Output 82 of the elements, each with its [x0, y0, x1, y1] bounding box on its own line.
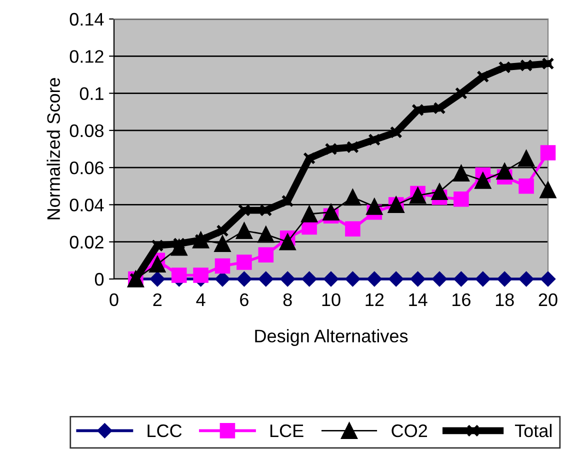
- x-tick-label: 6: [240, 293, 248, 306]
- point: [279, 234, 296, 250]
- point: [454, 87, 468, 100]
- x-tick-label: 8: [283, 293, 292, 306]
- point: [368, 133, 381, 146]
- y-tick-label: 0.04: [70, 198, 104, 212]
- point: [344, 188, 362, 206]
- point: [475, 271, 490, 287]
- point: [214, 258, 230, 274]
- point: [452, 164, 470, 182]
- point: [474, 172, 492, 189]
- point: [216, 224, 229, 237]
- point: [151, 239, 164, 252]
- point: [518, 178, 534, 194]
- y-tick-label: 0.08: [70, 124, 104, 138]
- point: [476, 70, 490, 83]
- legend-label: CO2: [392, 424, 428, 438]
- y-tick-label: 0: [94, 272, 104, 286]
- point: [410, 271, 426, 287]
- point: [454, 271, 469, 287]
- point: [542, 57, 554, 70]
- y-tick-label: 0.06: [70, 162, 104, 174]
- point: [366, 271, 382, 287]
- point: [149, 256, 166, 272]
- point: [497, 271, 512, 287]
- legend-label: LCC: [148, 424, 182, 438]
- point: [345, 221, 360, 236]
- point: [214, 235, 231, 252]
- point: [260, 204, 272, 217]
- point: [431, 183, 448, 200]
- legend-label: LCE: [270, 424, 304, 438]
- point: [496, 162, 513, 180]
- point: [540, 271, 556, 287]
- point: [323, 271, 339, 287]
- x-tick-label: 18: [496, 293, 514, 306]
- y-tick-label: 0.1: [80, 87, 104, 100]
- point: [150, 271, 165, 287]
- point: [171, 268, 187, 283]
- point: [520, 59, 533, 72]
- point: [432, 271, 448, 287]
- point: [366, 198, 383, 215]
- legend-label: Total: [514, 424, 552, 438]
- point: [518, 271, 534, 287]
- point: [540, 145, 556, 160]
- point: [236, 254, 252, 270]
- x-tick-label: 10: [322, 293, 340, 306]
- point: [236, 271, 252, 287]
- point: [236, 222, 253, 240]
- x-tick-label: 20: [538, 293, 558, 306]
- y-axis-title: Normalized Score: [46, 78, 60, 220]
- point: [388, 271, 404, 287]
- point: [498, 61, 511, 74]
- point: [258, 226, 274, 243]
- x-tick-label: 4: [196, 294, 206, 306]
- point: [280, 271, 296, 287]
- x-tick-label: 14: [409, 294, 428, 306]
- point: [324, 142, 338, 156]
- point: [518, 150, 535, 167]
- point: [303, 152, 316, 165]
- point: [258, 271, 274, 287]
- point: [454, 192, 469, 207]
- point: [390, 126, 402, 139]
- point: [238, 204, 250, 217]
- point: [193, 268, 208, 283]
- point: [300, 206, 318, 222]
- y-tick-label: 0.12: [70, 50, 104, 63]
- point: [345, 271, 360, 287]
- x-axis-title: Design Alternatives: [255, 329, 408, 346]
- x-tick-label: 2: [153, 293, 162, 306]
- point: [540, 182, 556, 198]
- point: [433, 102, 446, 114]
- point: [346, 140, 359, 154]
- point: [412, 104, 424, 116]
- x-tick-label: 16: [452, 293, 470, 306]
- point: [302, 271, 317, 287]
- x-tick-label: 12: [366, 293, 384, 306]
- y-tick-label: 0.02: [70, 236, 104, 249]
- point: [281, 194, 294, 208]
- x-tick-label: 0: [110, 293, 118, 306]
- y-tick-label: 0.14: [70, 12, 104, 26]
- point: [258, 247, 274, 262]
- point: [322, 204, 340, 220]
